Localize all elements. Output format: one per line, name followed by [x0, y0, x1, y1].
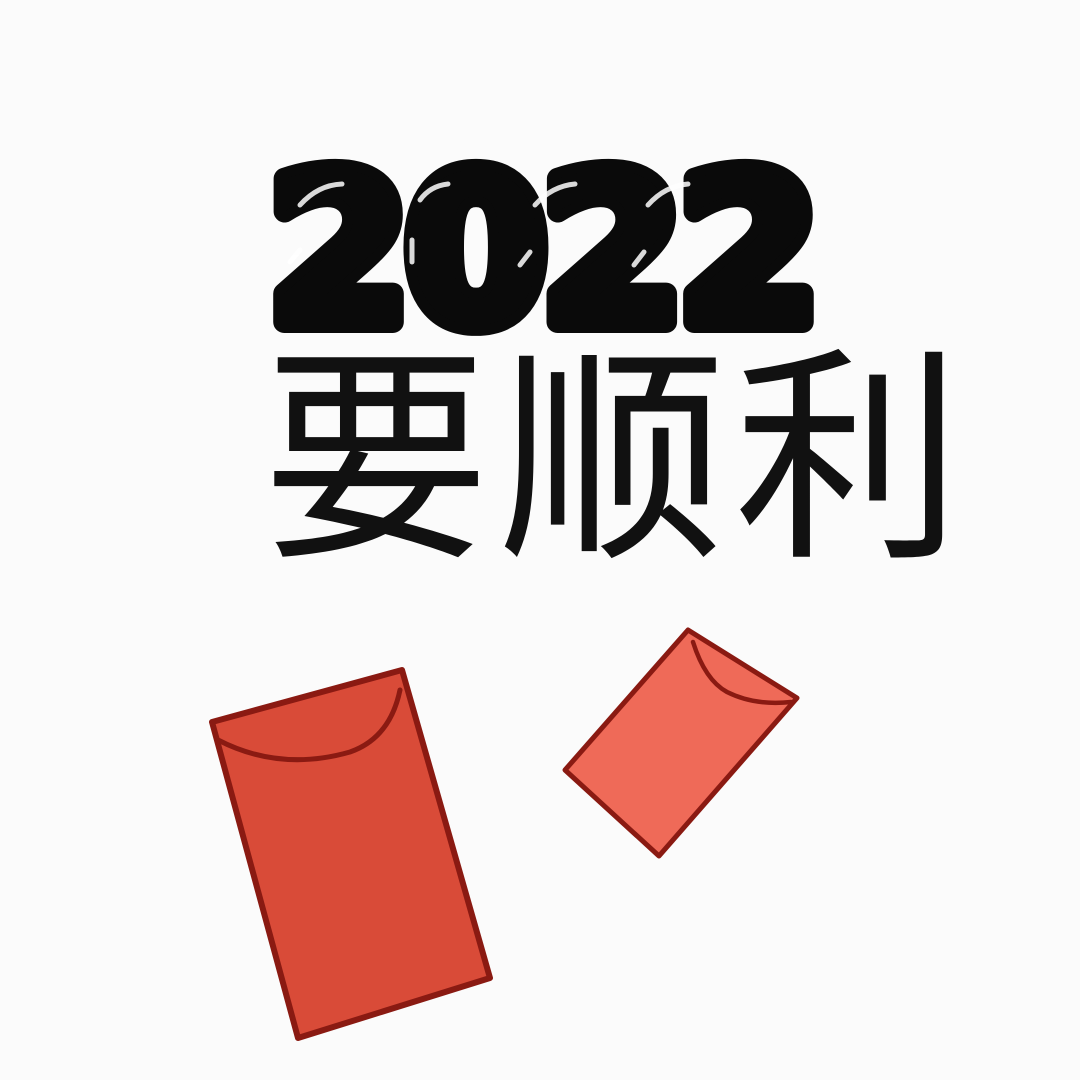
gloss-highlight [287, 247, 303, 265]
year-fill: 2022 [268, 133, 815, 371]
gloss-highlight [417, 181, 451, 203]
envelope-flap [215, 687, 403, 763]
gloss-highlight [532, 181, 578, 208]
good-luck-phrase: 要顺利 [262, 327, 970, 593]
red-envelope-large [209, 667, 493, 1041]
year-outline: 2022 [268, 133, 815, 371]
envelope-flap [690, 639, 794, 706]
envelope-body [562, 627, 800, 859]
gloss-highlight [517, 249, 533, 268]
gloss-highlight [297, 181, 345, 208]
gloss-highlights [287, 181, 691, 268]
gloss-highlight [645, 181, 691, 208]
gloss-highlight [631, 249, 647, 268]
red-envelope-small [562, 627, 800, 859]
envelope-body [209, 667, 493, 1041]
